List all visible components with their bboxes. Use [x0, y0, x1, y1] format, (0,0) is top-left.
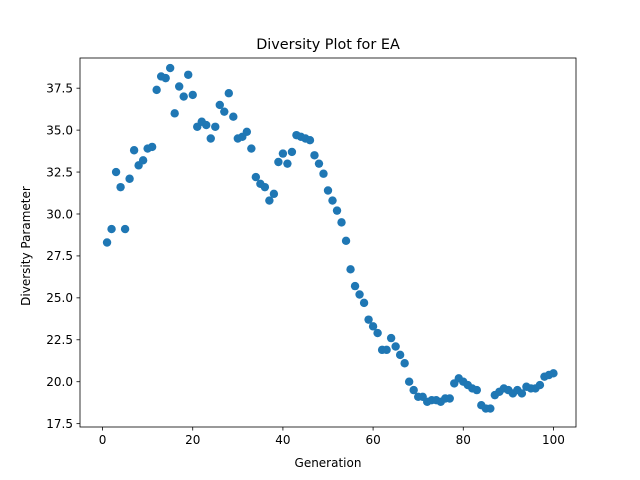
- data-point: [373, 328, 382, 338]
- data-point: [395, 350, 405, 360]
- y-tick-label: 20.0: [46, 375, 73, 389]
- data-point: [368, 322, 378, 331]
- data-point: [125, 174, 134, 183]
- x-tick-label: 100: [542, 433, 565, 447]
- data-point: [184, 70, 193, 79]
- data-point: [265, 196, 274, 205]
- y-tick-label: 30.0: [46, 207, 73, 221]
- data-points: [102, 63, 558, 413]
- x-axis-ticks: 0 20 40 60 80 100: [99, 427, 565, 447]
- data-point: [138, 156, 148, 165]
- data-point: [161, 73, 170, 83]
- data-point: [337, 218, 346, 227]
- y-tick-label: 25.0: [46, 291, 73, 305]
- data-point: [386, 333, 396, 343]
- data-point: [472, 385, 481, 395]
- y-axis-label: Diversity Parameter: [19, 186, 33, 306]
- data-point: [129, 146, 139, 155]
- chart-title: Diversity Plot for EA: [256, 37, 400, 53]
- data-point: [229, 112, 238, 121]
- data-point: [211, 122, 220, 131]
- data-point: [102, 238, 112, 247]
- y-tick-label: 17.5: [46, 417, 73, 431]
- data-point: [152, 85, 161, 95]
- data-point: [382, 345, 391, 355]
- data-point: [120, 224, 130, 234]
- y-tick-label: 32.5: [46, 165, 73, 179]
- data-point: [535, 380, 545, 390]
- data-point: [359, 298, 369, 308]
- data-point: [287, 147, 297, 157]
- data-point: [111, 167, 121, 177]
- data-point: [355, 290, 364, 299]
- data-point: [220, 107, 229, 116]
- x-tick-label: 20: [185, 433, 200, 447]
- data-point: [350, 281, 360, 291]
- data-point: [224, 89, 233, 98]
- data-point: [549, 369, 558, 378]
- data-point: [165, 63, 175, 73]
- data-point: [364, 315, 373, 324]
- data-point: [175, 82, 184, 91]
- data-point: [328, 196, 337, 205]
- data-point: [274, 157, 283, 167]
- data-point: [323, 186, 333, 195]
- data-point: [310, 151, 319, 160]
- data-point: [319, 169, 328, 178]
- data-point: [409, 385, 418, 395]
- data-point: [215, 100, 224, 110]
- data-point: [283, 159, 292, 168]
- x-tick-label: 60: [365, 433, 380, 447]
- data-point: [404, 377, 414, 386]
- data-point: [517, 389, 527, 398]
- data-point: [247, 144, 256, 153]
- data-point: [400, 359, 409, 368]
- data-point: [332, 206, 342, 215]
- data-point: [486, 404, 495, 413]
- data-point: [116, 182, 125, 192]
- data-point: [206, 134, 215, 143]
- x-tick-label: 80: [456, 433, 471, 447]
- data-point: [179, 92, 188, 101]
- data-point: [260, 182, 270, 192]
- data-point: [305, 135, 315, 145]
- data-point: [269, 189, 279, 199]
- data-point: [314, 159, 324, 168]
- data-point: [278, 149, 288, 158]
- data-point: [445, 394, 454, 403]
- x-tick-label: 0: [99, 433, 107, 447]
- y-axis-ticks: 17.5 20.0 22.5 25.0 27.5 30.0 32.5 35.0 37.5: [46, 81, 80, 431]
- x-tick-label: 40: [275, 433, 290, 447]
- data-point: [170, 109, 179, 118]
- y-tick-label: 22.5: [46, 333, 73, 347]
- y-tick-label: 27.5: [46, 249, 73, 263]
- data-point: [391, 342, 400, 351]
- data-point: [242, 127, 252, 136]
- data-point: [188, 90, 197, 100]
- data-point: [346, 265, 355, 274]
- x-axis-label: Generation: [295, 456, 362, 470]
- data-point: [341, 236, 351, 246]
- data-point: [107, 224, 116, 234]
- plot-frame: [79, 57, 577, 428]
- y-tick-label: 35.0: [46, 123, 73, 137]
- y-tick-label: 37.5: [46, 81, 73, 95]
- data-point: [202, 120, 211, 130]
- data-point: [251, 172, 261, 182]
- data-point: [147, 142, 157, 152]
